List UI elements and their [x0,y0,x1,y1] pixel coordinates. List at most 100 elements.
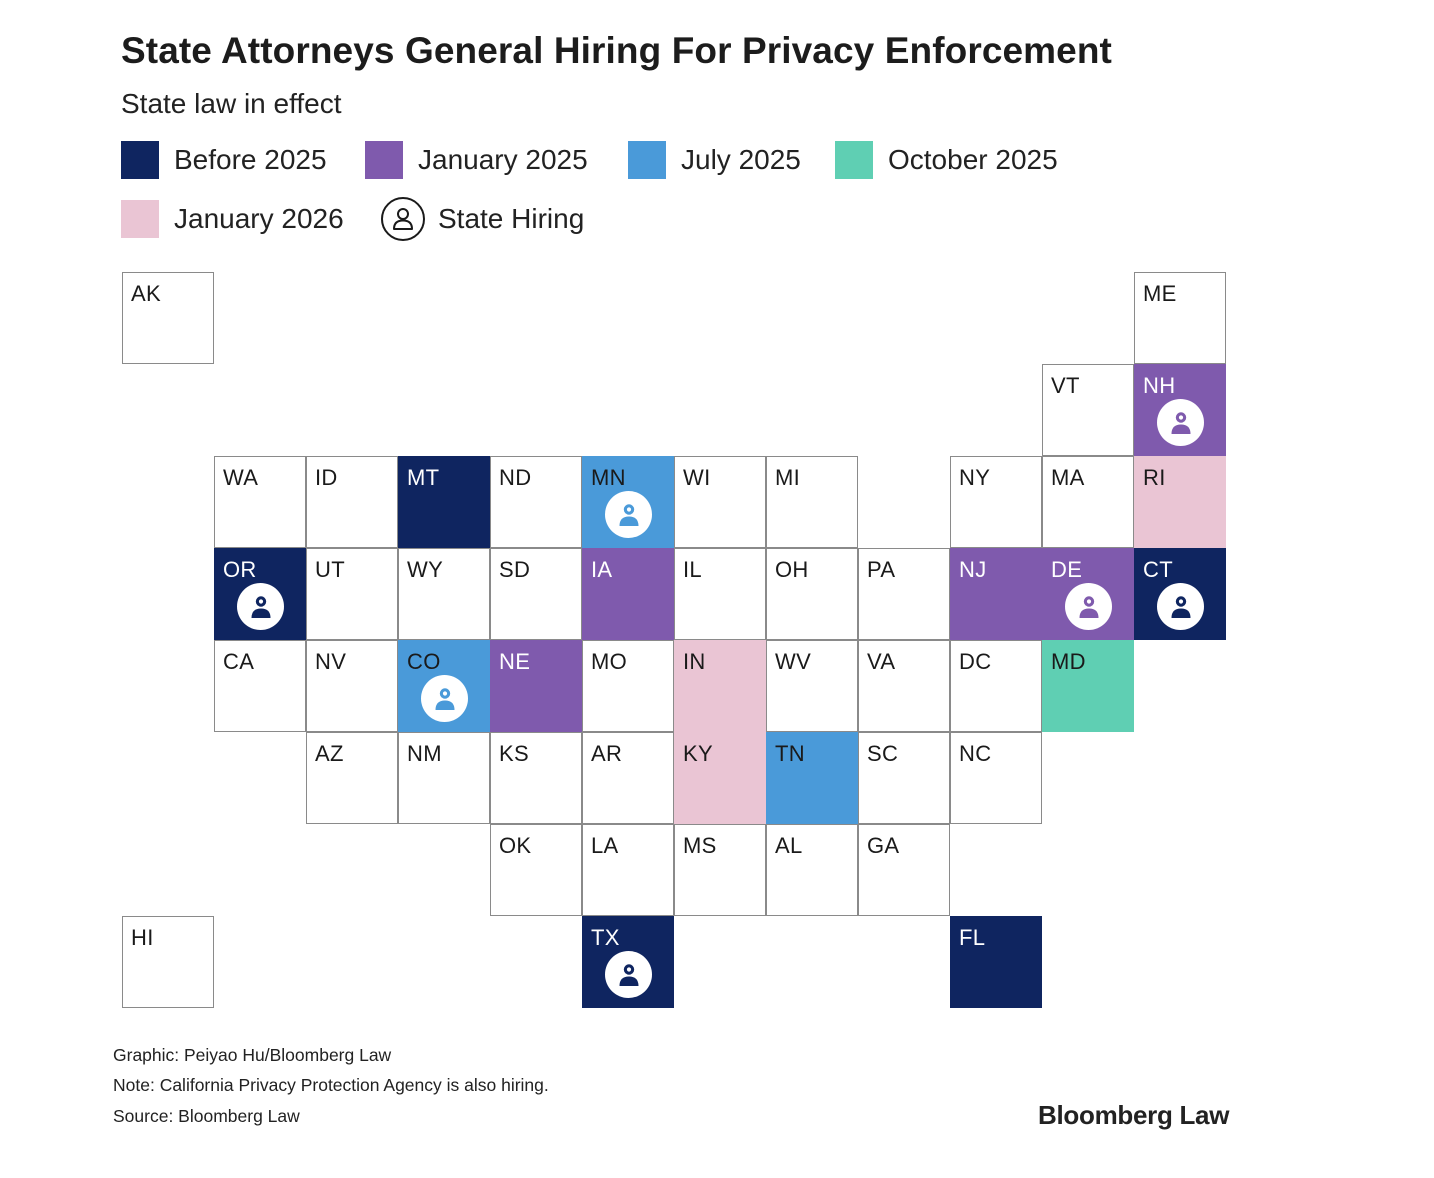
legend-label-july-2025: July 2025 [681,144,801,175]
footer-note: Note: California Privacy Protection Agen… [113,1075,549,1095]
chart-title: State Attorneys General Hiring For Priva… [121,30,1112,71]
state-abbr: KS [499,741,529,766]
state-abbr: OH [775,557,809,582]
state-tile-nj: NJ [950,548,1042,640]
state-tile-ms: MS [674,824,766,916]
state-abbr: MO [591,649,628,674]
state-abbr: AZ [315,741,344,766]
state-abbr: ID [315,465,338,490]
legend-label-october-2025: October 2025 [888,144,1058,175]
state-tile-nm: NM [398,732,490,824]
state-tile-il: IL [674,548,766,640]
state-abbr: FL [959,925,986,950]
state-tile-pa: PA [858,548,950,640]
state-abbr: AK [131,281,161,306]
state-tile-ne: NE [490,640,582,732]
legend-swatch-january-2026 [121,200,159,238]
state-tile-ga: GA [858,824,950,916]
person-icon [1157,399,1204,446]
state-tile-mt: MT [398,456,490,548]
state-abbr: MI [775,465,801,490]
legend-july-2025: July 2025 [628,141,801,179]
state-abbr: MA [1051,465,1085,490]
state-tile-az: AZ [306,732,398,824]
state-abbr: WI [683,465,711,490]
footer-graphic-credit: Graphic: Peiyao Hu/Bloomberg Law [113,1045,392,1065]
state-tile-vt: VT [1042,364,1134,456]
state-abbr: WV [775,649,812,674]
state-tile-de: DE [1042,548,1134,640]
state-abbr: NJ [959,557,987,582]
legend-swatch-before-2025 [121,141,159,179]
state-tile-ks: KS [490,732,582,824]
state-tile-ri: RI [1134,456,1226,548]
state-abbr: KY [683,741,713,766]
state-abbr: AL [775,833,803,858]
state-abbr: GA [867,833,900,858]
state-tile-ak: AK [122,272,214,364]
state-tile-wv: WV [766,640,858,732]
legend-label-before-2025: Before 2025 [174,144,327,175]
state-tile-in: IN [674,640,766,732]
legend-swatch-january-2025 [365,141,403,179]
person-icon [1065,583,1112,630]
state-tile-ia: IA [582,548,674,640]
state-tile-al: AL [766,824,858,916]
state-abbr: PA [867,557,896,582]
state-abbr: SC [867,741,899,766]
state-tile-md: MD [1042,640,1134,732]
state-tile-ct: CT [1134,548,1226,640]
state-tile-tn: TN [766,732,858,824]
person-icon [381,197,425,241]
state-tile-dc: DC [950,640,1042,732]
state-abbr: NM [407,741,442,766]
legend-label-january-2026: January 2026 [174,203,344,234]
person-icon [1157,583,1204,630]
state-tile-or: OR [214,548,306,640]
state-abbr: VA [867,649,896,674]
state-abbr: CT [1143,557,1173,582]
legend-state-hiring: State Hiring [381,197,584,241]
legend-label-state-hiring: State Hiring [438,203,585,234]
state-tile-co: CO [398,640,490,732]
person-icon [421,675,468,722]
state-abbr: VT [1051,373,1080,398]
state-tile-nd: ND [490,456,582,548]
state-abbr: TN [775,741,805,766]
state-tile-ky: KY [674,732,766,824]
legend-swatch-october-2025 [835,141,873,179]
state-abbr: IL [683,557,702,582]
state-abbr: WA [223,465,259,490]
legend-swatch-july-2025 [628,141,666,179]
state-abbr: NY [959,465,991,490]
state-tile-tx: TX [582,916,674,1008]
state-abbr: OK [499,833,532,858]
legend-january-2025: January 2025 [365,141,588,179]
person-icon [605,491,652,538]
legend-october-2025: October 2025 [835,141,1058,179]
state-abbr: UT [315,557,345,582]
state-abbr: MT [407,465,440,490]
state-abbr: NC [959,741,992,766]
state-tile-fl: FL [950,916,1042,1008]
state-abbr: SD [499,557,531,582]
state-abbr: ME [1143,281,1177,306]
state-tile-ma: MA [1042,456,1134,548]
state-tile-wi: WI [674,456,766,548]
state-tile-sd: SD [490,548,582,640]
state-tile-wa: WA [214,456,306,548]
chart-subtitle: State law in effect [121,88,342,119]
state-tile-hi: HI [122,916,214,1008]
state-tile-mn: MN [582,456,674,548]
state-tile-ar: AR [582,732,674,824]
state-abbr: OR [223,557,257,582]
state-abbr: NH [1143,373,1176,398]
state-tile-ut: UT [306,548,398,640]
state-tile-mi: MI [766,456,858,548]
state-tile-mo: MO [582,640,674,732]
person-icon [605,951,652,998]
state-abbr: TX [591,925,620,950]
state-tile-wy: WY [398,548,490,640]
state-tile-sc: SC [858,732,950,824]
state-abbr: CA [223,649,255,674]
